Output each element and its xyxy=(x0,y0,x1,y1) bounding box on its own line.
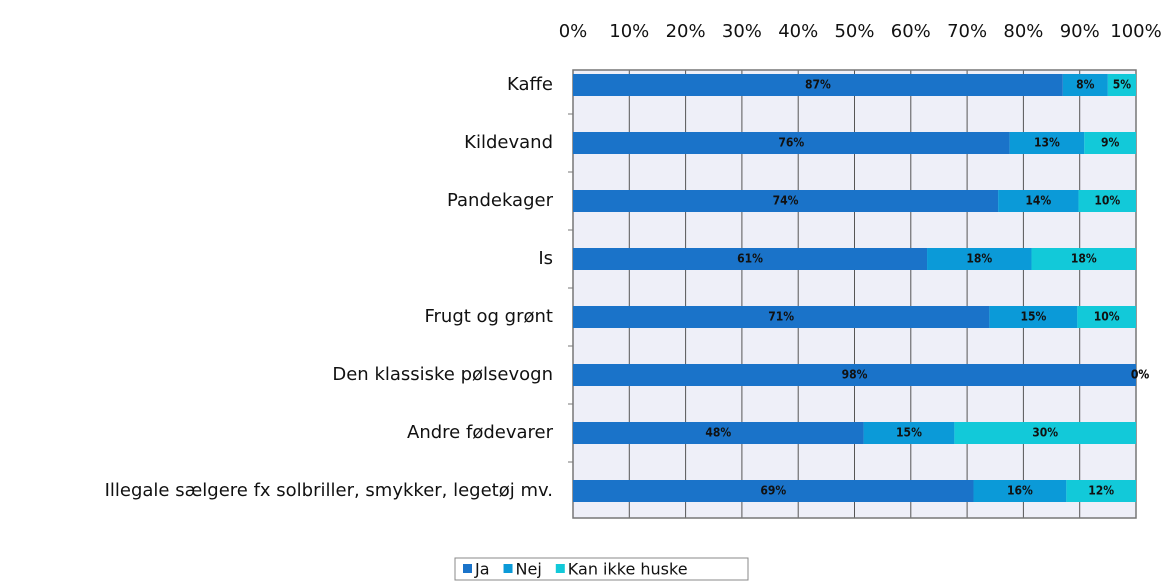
bar-segment xyxy=(1078,190,1136,212)
bar-segment xyxy=(573,364,1136,386)
bar-segment xyxy=(973,480,1067,502)
x-tick-label: 80% xyxy=(1003,21,1043,42)
category-label: Andre fødevarer xyxy=(407,422,554,443)
legend-label: Kan ikke huske xyxy=(568,560,688,579)
value-label: 16% xyxy=(1007,484,1033,498)
value-label: 48% xyxy=(705,426,731,440)
bar-segment xyxy=(573,132,1010,154)
legend-label: Nej xyxy=(516,560,542,579)
x-tick-label: 100% xyxy=(1110,21,1161,42)
bar-segment xyxy=(1084,132,1136,154)
x-tick-label: 20% xyxy=(666,21,706,42)
legend-swatch xyxy=(463,564,472,573)
value-label: 8% xyxy=(1076,78,1095,92)
category-label: Kaffe xyxy=(507,74,553,95)
bar-segment xyxy=(573,190,999,212)
category-label: Kildevand xyxy=(464,132,553,153)
bar-segment xyxy=(927,248,1032,270)
value-label: 18% xyxy=(966,252,992,266)
category-label: Pandekager xyxy=(447,190,554,211)
bar-segment xyxy=(573,422,864,444)
bar-segment xyxy=(573,248,928,270)
category-label: Is xyxy=(538,248,553,269)
x-tick-label: 70% xyxy=(947,21,987,42)
value-label: 76% xyxy=(778,136,804,150)
value-label: 15% xyxy=(896,426,922,440)
value-label: 12% xyxy=(1088,484,1114,498)
category-label: Den klassiske pølsevogn xyxy=(332,364,553,385)
value-label: 10% xyxy=(1094,194,1120,208)
bar-segment xyxy=(954,422,1136,444)
value-label: 69% xyxy=(760,484,786,498)
bar-segment xyxy=(989,306,1078,328)
bar-segment xyxy=(1009,132,1085,154)
value-label: 61% xyxy=(737,252,763,266)
bar-segment xyxy=(1031,248,1136,270)
x-tick-label: 30% xyxy=(722,21,762,42)
value-label: 98% xyxy=(842,368,868,382)
category-label: Frugt og grønt xyxy=(424,306,553,327)
value-label: 5% xyxy=(1113,78,1132,92)
plot-border xyxy=(572,69,1137,519)
value-label: 0% xyxy=(1131,368,1150,382)
value-label: 30% xyxy=(1032,426,1058,440)
bar-segment xyxy=(573,306,990,328)
bar-segment xyxy=(998,190,1079,212)
bar-segment xyxy=(1062,74,1108,96)
x-tick-label: 10% xyxy=(609,21,649,42)
legend-swatch xyxy=(555,564,565,573)
x-tick-label: 40% xyxy=(778,21,818,42)
value-label: 13% xyxy=(1034,136,1060,150)
bar-segment xyxy=(863,422,955,444)
value-label: 14% xyxy=(1025,194,1051,208)
x-tick-label: 60% xyxy=(891,21,931,42)
value-label: 74% xyxy=(773,194,799,208)
value-label: 9% xyxy=(1101,136,1120,150)
bar-segment xyxy=(573,480,974,502)
legend-swatch xyxy=(503,564,513,573)
bar-segment xyxy=(1107,74,1136,96)
bar-segment xyxy=(573,74,1063,96)
value-label: 15% xyxy=(1020,310,1046,324)
category-label: Illegale sælgere fx solbriller, smykker,… xyxy=(105,480,553,501)
value-label: 87% xyxy=(805,78,831,92)
bar-segment xyxy=(1077,306,1136,328)
value-label: 71% xyxy=(768,310,794,324)
legend-label: Ja xyxy=(474,560,490,579)
value-label: 18% xyxy=(1071,252,1097,266)
bar-segment xyxy=(1066,480,1136,502)
x-tick-label: 0% xyxy=(559,21,588,42)
value-label: 0% xyxy=(1131,368,1150,382)
legend-box xyxy=(454,557,749,581)
x-tick-label: 90% xyxy=(1060,21,1100,42)
value-label: 10% xyxy=(1094,310,1120,324)
x-tick-label: 50% xyxy=(834,21,874,42)
